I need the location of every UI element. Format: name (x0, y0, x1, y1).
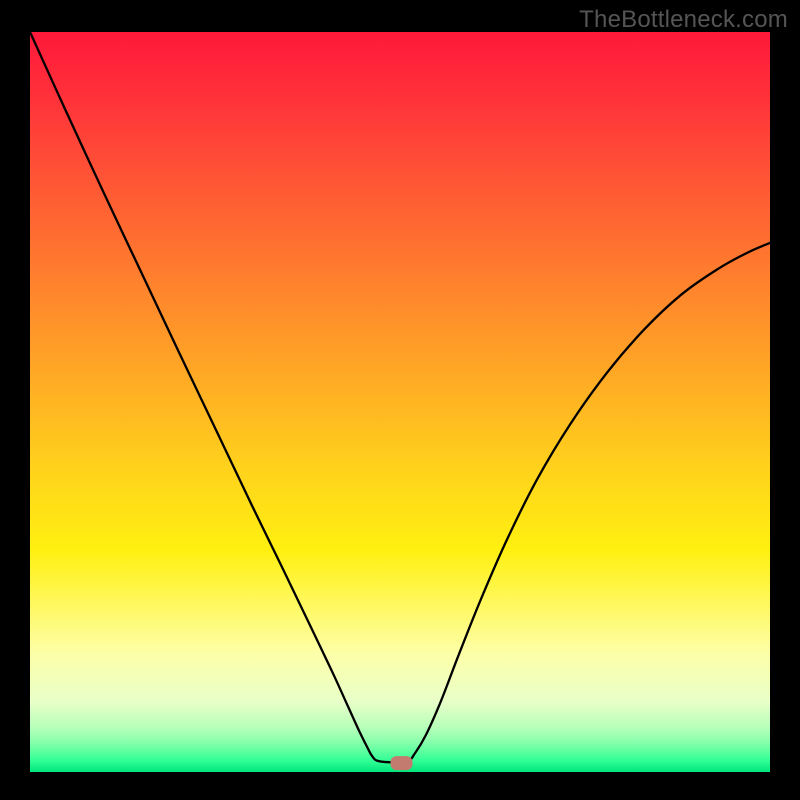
gradient-background (30, 32, 770, 772)
watermark-text: TheBottleneck.com (579, 6, 788, 34)
chart-svg (30, 32, 770, 772)
plot-area (30, 32, 770, 772)
optimum-marker (390, 756, 412, 770)
